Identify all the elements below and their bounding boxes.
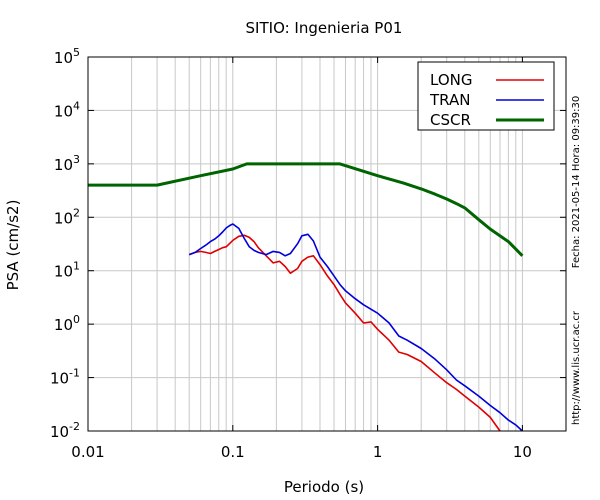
series-line-long [188,234,501,432]
x-tick-label: 0.01 [71,443,104,461]
x-tick-label: 0.1 [221,443,245,461]
y-tick-label: 10-2 [50,420,80,441]
series-line-tran [188,223,523,432]
x-tick-label: 10 [513,443,532,461]
series-line-cscr [88,162,524,257]
legend-label-cscr: CSCR [430,111,471,129]
y-tick-label: 104 [54,99,80,120]
legend: LONG TRAN CSCR [417,61,555,131]
date-time-stamp: Fecha: 2021-05-14 Hora: 09:39:30 [571,96,582,269]
x-axis-label: Periodo (s) [284,478,364,496]
y-tick-label: 103 [54,153,80,174]
plot-frame [87,56,567,432]
legend-label-tran: TRAN [429,91,470,109]
x-tick-label: 1 [373,443,383,461]
chart-title: SITIO: Ingenieria P01 [246,19,403,37]
legend-label-long: LONG [430,71,472,89]
y-axis-label: PSA (cm/s2) [4,200,22,291]
y-tick-label: 105 [54,46,80,67]
y-tick-label: 100 [54,313,80,334]
series-layer [88,162,524,432]
y-tick-label: 101 [54,260,80,281]
website-url: http://www.lis.ucr.ac.cr [571,310,582,425]
y-tick-label: 102 [54,206,80,227]
y-tick-label: 10-1 [50,367,80,388]
grid-lines [88,57,566,431]
axis-ticks: 0.01 0.1 1 10 105 104 103 102 101 100 10-1 10-2 [50,46,566,461]
